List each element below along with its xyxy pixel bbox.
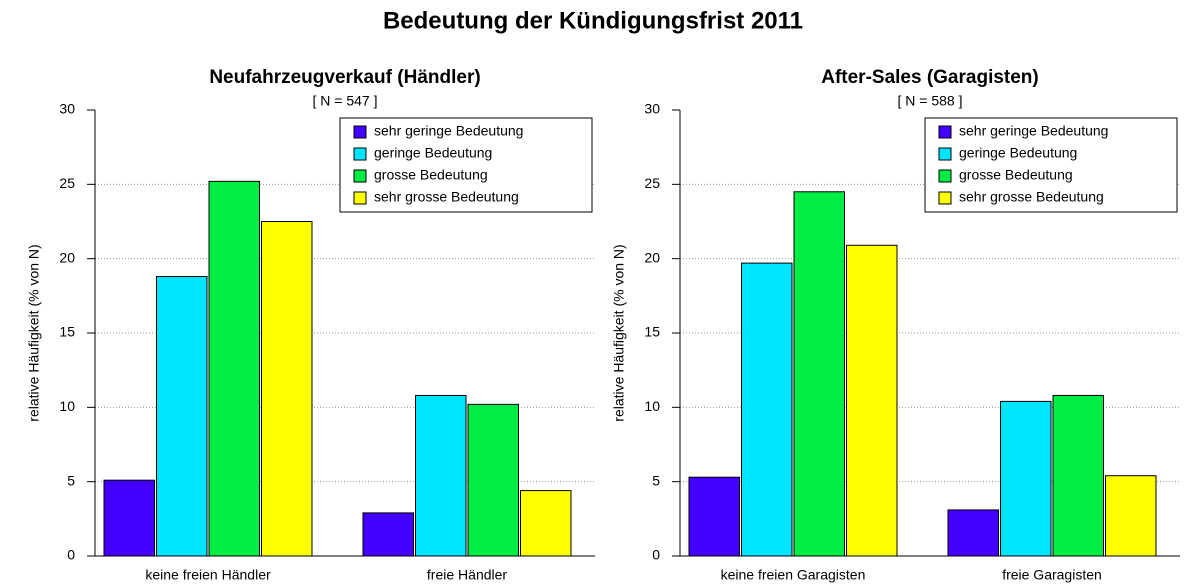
page-title: Bedeutung der Kündigungsfrist 2011 xyxy=(383,7,803,34)
legend-swatch xyxy=(353,125,367,139)
y-tick-label: 10 xyxy=(644,398,660,414)
bar xyxy=(1105,475,1157,557)
bar xyxy=(688,476,740,557)
bar xyxy=(103,479,155,557)
legend-box xyxy=(339,117,593,213)
y-tick-label: 30 xyxy=(644,101,660,117)
bar xyxy=(1000,400,1052,557)
y-tick-label: 25 xyxy=(59,175,75,191)
legend-label: grosse Bedeutung xyxy=(374,167,488,183)
chart-title: After-Sales (Garagisten) xyxy=(821,67,1039,88)
bar xyxy=(208,180,260,557)
y-tick-label: 20 xyxy=(644,249,660,265)
bar xyxy=(415,394,467,557)
legend-label: sehr geringe Bedeutung xyxy=(374,123,523,139)
legend-swatch xyxy=(353,147,367,161)
bar xyxy=(156,276,208,557)
bar xyxy=(741,262,793,557)
legend-swatch xyxy=(938,125,952,139)
legend-swatch xyxy=(938,147,952,161)
y-tick-label: 0 xyxy=(652,547,660,563)
bar xyxy=(947,509,999,557)
legend-label: sehr grosse Bedeutung xyxy=(959,189,1104,205)
y-tick-label: 5 xyxy=(652,472,660,488)
x-tick-label: keine freien Händler xyxy=(145,567,271,583)
legend-label: geringe Bedeutung xyxy=(959,145,1077,161)
y-tick-label: 0 xyxy=(67,547,75,563)
y-axis-label: relative Häufigkeit (% von N) xyxy=(26,244,42,421)
y-tick-label: 30 xyxy=(59,101,75,117)
y-tick-label: 15 xyxy=(644,324,660,340)
legend-swatch xyxy=(938,169,952,183)
bar xyxy=(467,403,519,557)
chart-subtitle: [ N = 588 ] xyxy=(898,93,963,109)
bar xyxy=(520,490,572,557)
y-tick-label: 15 xyxy=(59,324,75,340)
legend-swatch xyxy=(938,191,952,205)
legend-label: grosse Bedeutung xyxy=(959,167,1073,183)
chart-subtitle: [ N = 547 ] xyxy=(313,93,378,109)
x-tick-label: keine freien Garagisten xyxy=(721,567,866,583)
chart-title: Neufahrzeugverkauf (Händler) xyxy=(209,67,480,88)
y-tick-label: 5 xyxy=(67,472,75,488)
legend-label: geringe Bedeutung xyxy=(374,145,492,161)
x-tick-label: freie Händler xyxy=(427,567,507,583)
y-tick-label: 20 xyxy=(59,249,75,265)
legend-label: sehr geringe Bedeutung xyxy=(959,123,1108,139)
bar xyxy=(846,244,898,557)
y-tick-label: 25 xyxy=(644,175,660,191)
bar xyxy=(261,221,313,557)
bar xyxy=(1052,394,1104,557)
legend-swatch xyxy=(353,169,367,183)
bar xyxy=(793,191,845,557)
bar xyxy=(362,512,414,557)
y-tick-label: 10 xyxy=(59,398,75,414)
legend-swatch xyxy=(353,191,367,205)
legend-label: sehr grosse Bedeutung xyxy=(374,189,519,205)
y-axis-label: relative Häufigkeit (% von N) xyxy=(611,244,627,421)
legend-box xyxy=(924,117,1178,213)
x-tick-label: freie Garagisten xyxy=(1002,567,1102,583)
